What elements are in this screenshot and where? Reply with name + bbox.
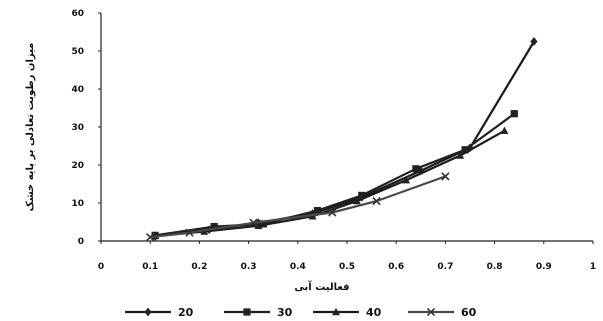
x-tick-label: 0: [98, 262, 104, 272]
x-axis-title: فعالیت آبی: [294, 280, 349, 293]
data-point: [402, 176, 411, 184]
x-tick-label: 0.7: [437, 262, 453, 272]
data-point: [372, 196, 381, 206]
data-point: [510, 110, 518, 118]
legend-entry: 30: [224, 306, 293, 319]
x-tick-label: 0.9: [536, 262, 552, 272]
legend: 20 30 40 60: [125, 306, 477, 319]
y-tick-label: 60: [71, 9, 84, 19]
series-40: [151, 126, 509, 240]
data-point: [254, 221, 263, 229]
data-point: [313, 207, 322, 215]
legend-label: 30: [277, 306, 293, 319]
data-point: [358, 191, 366, 199]
series-layer: [146, 37, 538, 242]
series-line: [154, 129, 505, 238]
data-point: [412, 165, 420, 173]
data-point: [461, 146, 469, 154]
legend-marker: [426, 307, 436, 317]
x-tick-label: 0.2: [191, 262, 207, 272]
x-tick-label: 0.1: [142, 262, 158, 272]
data-point: [185, 228, 194, 237]
axes: 0 0.1 0.2 0.3 0.4 0.5 0.6 0.7 0.8 0.9 101020304050…: [71, 9, 596, 272]
legend-label: 20: [178, 306, 194, 319]
data-point: [328, 208, 337, 217]
data-point: [210, 222, 218, 231]
x-tick-label: 0.5: [339, 262, 355, 272]
x-tick-label: 0.8: [487, 262, 503, 272]
legend-entry: 40: [313, 306, 382, 319]
y-tick-label: 40: [71, 85, 84, 95]
data-point: [352, 196, 361, 205]
data-point: [441, 172, 450, 181]
y-tick-label: 10: [71, 199, 84, 209]
y-tick-label: 50: [71, 47, 84, 57]
y-tick-label: 20: [71, 161, 84, 171]
series-60: [146, 172, 450, 242]
legend-label: 40: [366, 306, 382, 319]
data-point: [146, 233, 155, 242]
data-point: [456, 151, 465, 159]
y-axis-title: میزان رطوبت تعادلی بر پایه خشک: [25, 43, 36, 212]
series-line: [154, 40, 535, 238]
legend-marker: [243, 308, 251, 316]
legend-entry: 60: [408, 306, 477, 319]
x-tick-label: 1: [590, 262, 596, 272]
legend-entry: 20: [125, 306, 194, 319]
series-line: [154, 112, 515, 237]
x-tick-label: 0.3: [241, 262, 257, 272]
y-tick-label: 0: [78, 237, 84, 247]
legend-label: 60: [461, 306, 477, 319]
legend-marker: [144, 307, 152, 317]
data-point: [530, 37, 538, 46]
series-30: [151, 110, 518, 239]
data-point: [249, 218, 258, 227]
series-line: [150, 175, 446, 239]
x-tick-label: 0.4: [290, 262, 306, 272]
legend-marker: [332, 307, 340, 316]
data-point: [500, 126, 509, 134]
y-tick-label: 30: [71, 123, 84, 133]
x-tick-label: 0.6: [388, 262, 404, 272]
